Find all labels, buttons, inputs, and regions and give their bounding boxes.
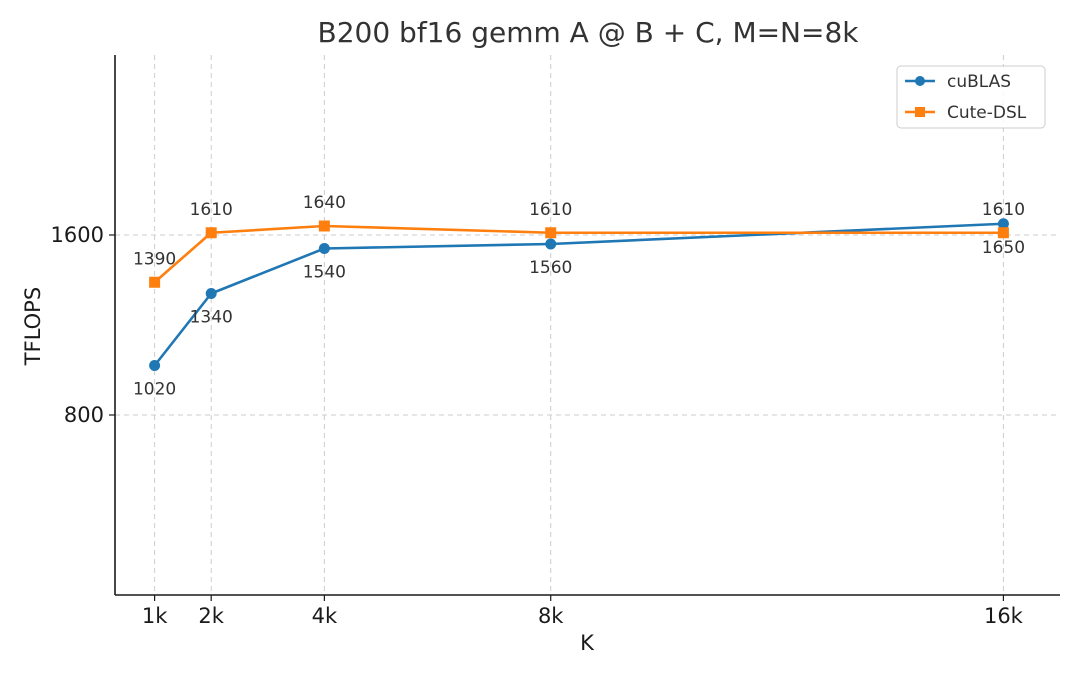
x-tick-label: 4k <box>312 604 338 628</box>
data-point-marker <box>997 227 1009 239</box>
series-cute-dsl: 1390 1610 1640 1610 1610 <box>133 193 1025 288</box>
data-label: 1540 <box>303 263 346 283</box>
y-tick-label: 1600 <box>51 223 104 247</box>
series-layer: 1020 1340 1540 1560 1650 1390 1610 1640 1610 1610 <box>133 193 1025 400</box>
grid <box>115 55 1060 595</box>
legend-label: cuBLAS <box>947 72 1011 92</box>
y-axis-label: TFLOPS <box>21 287 45 366</box>
data-label: 1610 <box>982 200 1025 220</box>
data-point-marker <box>997 218 1009 230</box>
x-tick-label: 1k <box>142 604 168 628</box>
x-axis-ticks: 1k 2k 4k 8k 16k <box>142 595 1024 628</box>
data-point-marker <box>149 360 161 371</box>
legend-item: cuBLAS <box>905 72 1011 92</box>
data-point-marker <box>545 227 557 239</box>
data-point-marker <box>149 276 161 288</box>
data-label: 1340 <box>190 308 233 328</box>
x-tick-label: 8k <box>538 604 564 628</box>
legend-label: Cute-DSL <box>947 103 1027 123</box>
data-point-marker <box>205 288 217 299</box>
x-tick-label: 2k <box>198 604 224 628</box>
legend-item: Cute-DSL <box>905 103 1027 123</box>
legend: cuBLAS Cute-DSL <box>896 65 1046 129</box>
data-point-marker <box>318 220 330 232</box>
data-label: 1610 <box>529 200 572 220</box>
data-label: 1610 <box>190 200 233 220</box>
series-line <box>153 222 1004 367</box>
data-point-marker <box>545 238 557 250</box>
series-cublas: 1020 1340 1540 1560 1650 <box>133 218 1025 400</box>
axes <box>114 55 1060 596</box>
data-label: 1560 <box>529 258 572 278</box>
data-point-marker <box>205 227 217 239</box>
legend-marker <box>915 76 925 86</box>
data-label: 1650 <box>982 238 1025 258</box>
chart-title: B200 bf16 gemm A @ B + C, M=N=8k <box>318 16 860 49</box>
data-point-marker <box>318 243 330 254</box>
x-tick-label: 16k <box>984 604 1024 628</box>
y-tick-label: 800 <box>64 403 104 427</box>
y-axis-ticks: 800 1600 <box>51 223 115 427</box>
series-line <box>153 224 1004 284</box>
data-label: 1020 <box>133 380 176 400</box>
data-label: 1640 <box>303 193 346 213</box>
legend-marker <box>915 107 925 117</box>
data-label: 1390 <box>133 249 176 269</box>
x-axis-label: K <box>580 631 595 655</box>
